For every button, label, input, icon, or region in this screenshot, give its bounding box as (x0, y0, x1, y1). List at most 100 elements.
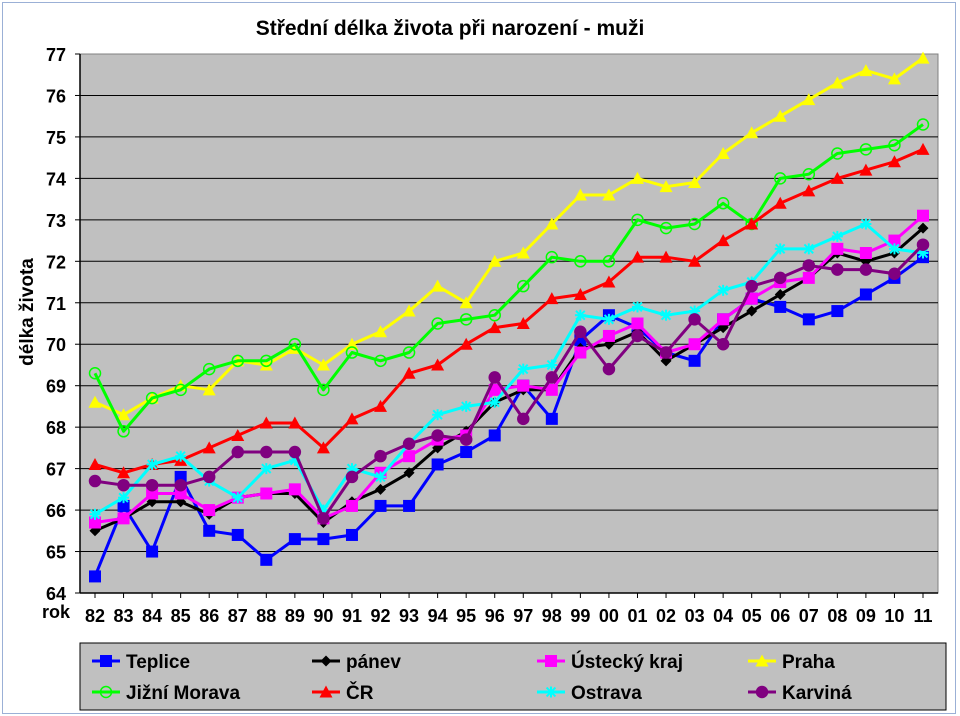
data-point (317, 512, 330, 525)
legend-label: ČR (346, 682, 374, 704)
data-point (259, 358, 273, 371)
data-point (745, 126, 759, 139)
series-3 (88, 51, 930, 421)
data-point (717, 313, 730, 326)
x-tick-label: 00 (599, 606, 619, 626)
legend-marker (320, 655, 332, 667)
data-point (545, 250, 559, 264)
x-tick-label: 03 (685, 606, 705, 626)
data-point (574, 346, 587, 359)
data-point (802, 313, 815, 326)
data-point (402, 366, 416, 379)
x-tick-label: 05 (742, 606, 762, 626)
x-tick-label: 08 (827, 606, 847, 626)
data-point (602, 275, 616, 288)
x-tick-label: 04 (713, 606, 733, 626)
data-point (459, 313, 473, 326)
data-point (459, 296, 473, 309)
data-point (203, 504, 216, 517)
data-point (316, 441, 330, 454)
data-point (459, 433, 473, 446)
data-point (202, 383, 216, 396)
data-point (916, 118, 930, 131)
data-point (431, 317, 444, 330)
data-point (831, 147, 844, 160)
data-point (145, 478, 159, 492)
x-tick-label: 94 (428, 606, 448, 626)
data-point (631, 317, 644, 330)
data-point (174, 383, 187, 397)
data-point (859, 163, 873, 176)
data-point (859, 247, 872, 260)
data-point (659, 221, 673, 235)
data-point (175, 450, 187, 462)
data-point (688, 217, 701, 231)
data-point (859, 143, 873, 156)
data-point (288, 445, 302, 459)
data-point (431, 358, 445, 371)
data-point (345, 412, 359, 425)
data-point (887, 72, 901, 85)
data-point (374, 449, 387, 463)
series-line (94, 148, 924, 475)
data-point (517, 363, 529, 375)
data-point (802, 93, 816, 106)
data-point (774, 300, 787, 313)
legend-marker (545, 655, 557, 667)
data-point (545, 383, 558, 396)
data-point (260, 445, 273, 459)
legend-item: Karviná (748, 683, 852, 704)
x-tick-label: 91 (342, 606, 362, 626)
legend-label: Ostrava (571, 683, 642, 704)
legend-item: ČR (312, 682, 374, 704)
x-tick-label: 84 (142, 606, 162, 626)
data-point (830, 76, 844, 89)
legend-label: pánev (346, 652, 401, 673)
data-point (374, 325, 388, 338)
x-tick-label: 95 (456, 606, 476, 626)
legend-item: Ostrava (537, 683, 642, 704)
legend-item: Ústecký kraj (537, 651, 683, 673)
data-point (288, 533, 301, 546)
data-point (174, 478, 187, 492)
legend-label: Jižní Morava (126, 683, 240, 704)
data-point (773, 196, 787, 209)
data-point (89, 570, 101, 583)
y-tick-label: 66 (46, 501, 66, 521)
data-point (489, 396, 501, 408)
data-point (231, 354, 245, 368)
data-point (688, 354, 701, 367)
data-point (602, 329, 615, 342)
data-point (345, 470, 359, 484)
data-point (403, 499, 416, 512)
series-7 (88, 238, 930, 525)
data-point (374, 354, 387, 368)
data-point (659, 180, 673, 193)
data-point (659, 250, 673, 263)
x-tick-label: 97 (513, 606, 533, 626)
data-point (774, 288, 786, 300)
data-point (288, 416, 302, 429)
data-point (688, 338, 701, 351)
legend-item: Teplice (92, 652, 190, 673)
data-point (203, 524, 216, 537)
x-tick-label: 07 (799, 606, 819, 626)
y-tick-label: 76 (46, 86, 66, 106)
x-tick-label: 96 (485, 606, 505, 626)
legend-marker (99, 685, 113, 699)
data-point (517, 379, 530, 392)
data-point (745, 217, 759, 230)
legend-label: Praha (782, 652, 835, 673)
data-point (859, 263, 873, 276)
data-point (345, 346, 359, 359)
x-tick-label: 87 (228, 606, 248, 626)
data-point (916, 142, 930, 155)
y-tick-label: 74 (46, 169, 66, 189)
data-point (887, 155, 901, 168)
data-point (231, 528, 244, 541)
data-point (374, 399, 388, 412)
data-point (260, 553, 273, 566)
data-point (888, 138, 901, 152)
data-point (688, 254, 702, 267)
data-point (146, 545, 159, 558)
